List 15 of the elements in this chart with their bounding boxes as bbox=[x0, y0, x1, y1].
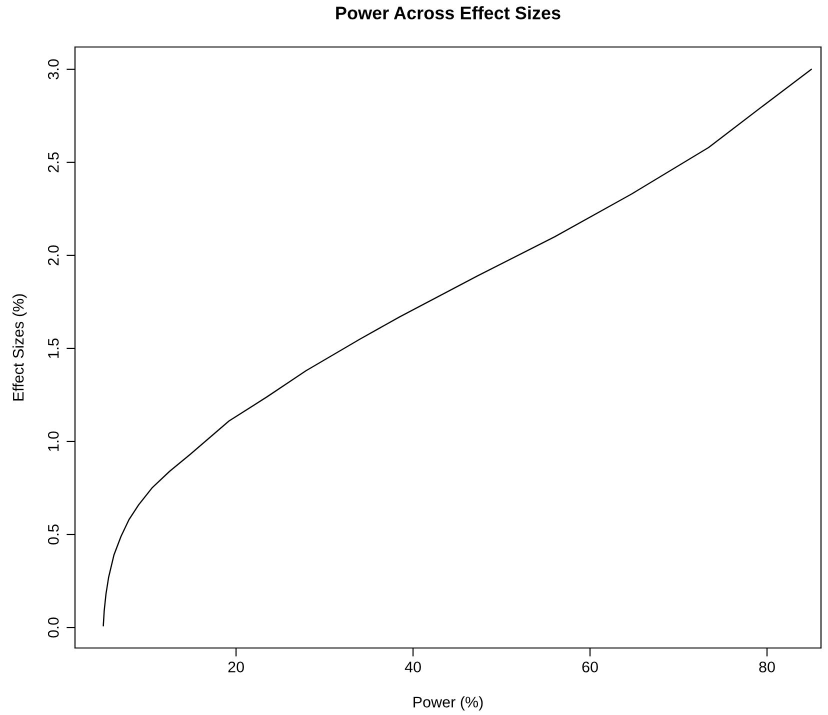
x-tick-label: 60 bbox=[582, 662, 598, 672]
y-tick-label: 0.0 bbox=[48, 618, 59, 638]
x-axis-title: Power (%) bbox=[414, 696, 483, 711]
y-tick-label: 1.0 bbox=[48, 431, 59, 451]
y-tick-label: 2.5 bbox=[48, 152, 59, 172]
x-tick-label: 80 bbox=[759, 662, 775, 672]
line-series bbox=[102, 68, 812, 626]
x-tick-label: 40 bbox=[404, 662, 421, 672]
y-axis-title: Effect Sizes (%) bbox=[12, 294, 27, 400]
chart-title: Power Across Effect Sizes bbox=[336, 6, 560, 20]
x-tick-label: 20 bbox=[228, 662, 244, 672]
y-tick-label: 2.0 bbox=[48, 245, 59, 266]
y-tick-label: 0.5 bbox=[48, 524, 59, 545]
y-tick-label: 3.0 bbox=[48, 59, 59, 80]
y-tick-label: 1.5 bbox=[48, 338, 59, 358]
